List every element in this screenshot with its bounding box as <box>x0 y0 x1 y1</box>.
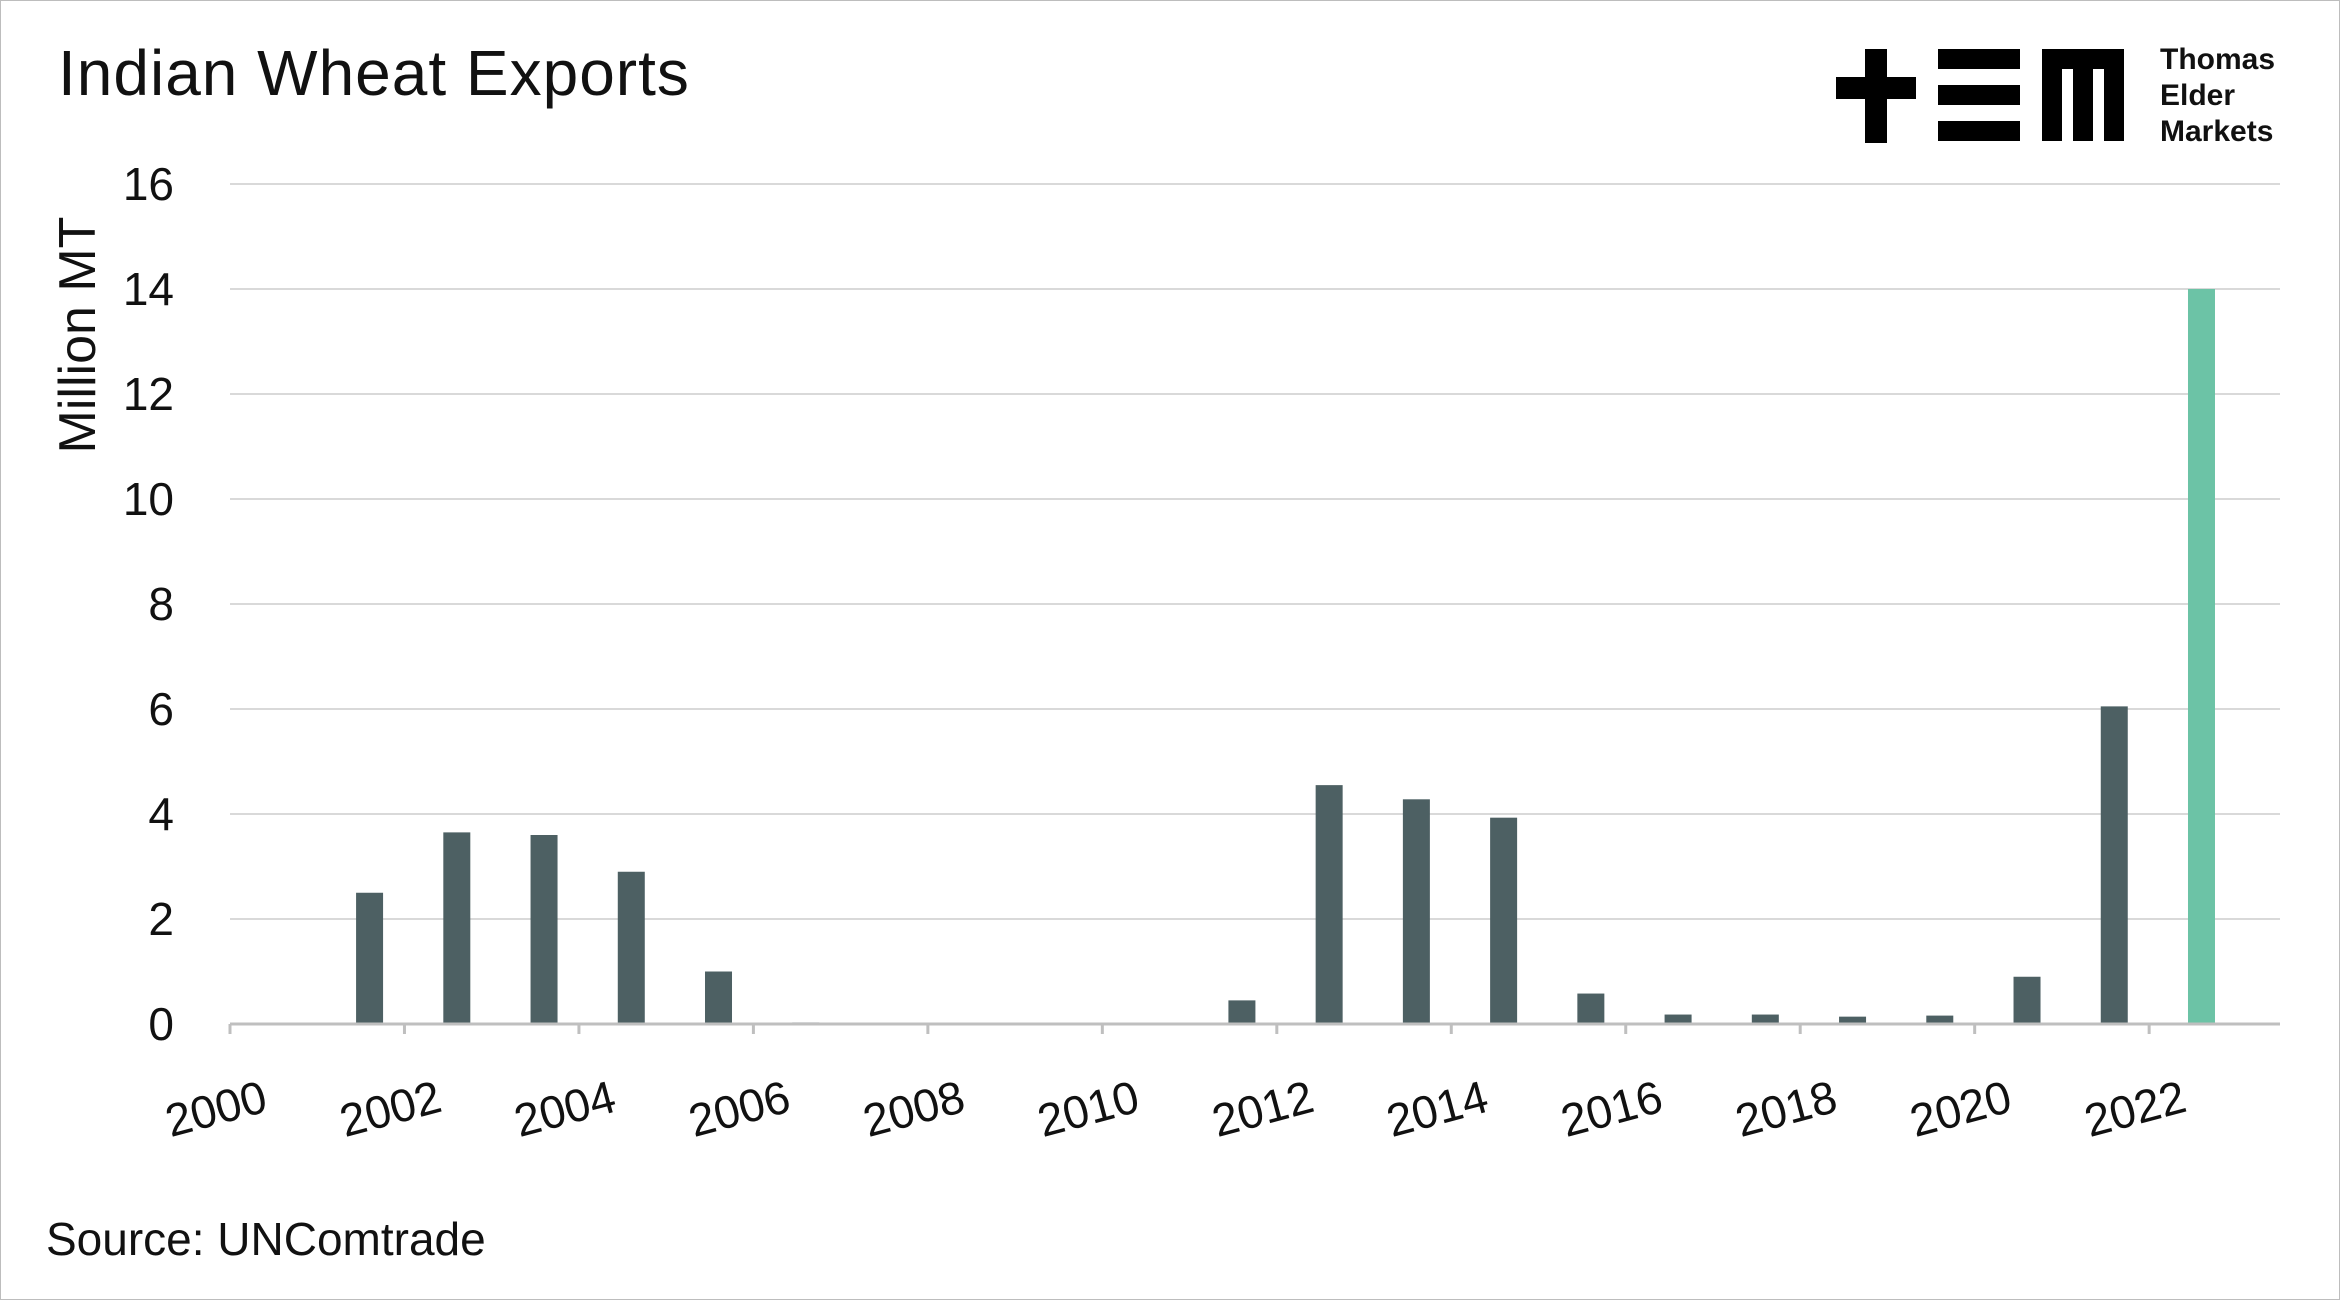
x-tick-label: 2002 <box>334 1070 446 1147</box>
bar-2012 <box>1315 785 1343 1024</box>
bar-2018 <box>1839 1016 1867 1024</box>
bar-2011 <box>1228 1000 1256 1024</box>
x-tick-label: 2014 <box>1381 1070 1493 1147</box>
thomas-elder-markets-logo <box>1836 49 2124 143</box>
y-tick-label: 4 <box>148 788 174 840</box>
gridlines <box>230 183 2280 920</box>
source-note: Source: UNComtrade <box>46 1213 486 1265</box>
y-tick-label: 12 <box>123 368 174 420</box>
logo-wordmark: Thomas Elder Markets <box>2160 42 2275 150</box>
logo-line-2: Elder <box>2160 79 2236 112</box>
y-tick-label: 10 <box>123 473 174 525</box>
x-tick-label: 2012 <box>1207 1070 1319 1147</box>
bar-2017 <box>1751 1014 1779 1024</box>
x-tick-label: 2000 <box>160 1070 272 1147</box>
bar-2001 <box>356 892 384 1024</box>
bar-2021 <box>2100 706 2128 1024</box>
bar-2013 <box>1402 799 1430 1024</box>
x-tick-label: 2022 <box>2079 1070 2191 1147</box>
y-tick-label: 2 <box>148 893 174 945</box>
x-tick-label: 2016 <box>1555 1070 1667 1147</box>
bar-2020 <box>2013 976 2041 1024</box>
bar-2005 <box>705 971 733 1024</box>
bar-2003 <box>530 835 558 1024</box>
y-tick-label: 0 <box>148 998 174 1050</box>
y-tick-label: 6 <box>148 683 174 735</box>
logo-line-3: Markets <box>2160 115 2274 148</box>
bar-2016 <box>1664 1014 1692 1024</box>
x-tick-label: 2004 <box>509 1070 621 1147</box>
x-tick-label: 2010 <box>1032 1070 1144 1147</box>
x-axis <box>228 1022 2280 1034</box>
bar-2004 <box>617 871 645 1024</box>
x-tick-label: 2008 <box>858 1070 970 1147</box>
y-tick-label: 16 <box>123 158 174 210</box>
bar-2015 <box>1577 993 1605 1024</box>
x-tick-label: 2020 <box>1904 1070 2016 1147</box>
y-tick-label: 8 <box>148 578 174 630</box>
y-tick-label: 14 <box>123 263 174 315</box>
chart-title: Indian Wheat Exports <box>58 37 690 109</box>
x-tick-label: 2018 <box>1730 1070 1842 1147</box>
bar-2002 <box>443 832 471 1024</box>
bar-2014 <box>1490 817 1518 1024</box>
bars <box>356 289 2215 1024</box>
bar-2022 <box>2187 289 2215 1024</box>
y-axis-ticks: 0 2 4 6 8 10 12 14 16 <box>123 158 174 1050</box>
bar-2019 <box>1926 1015 1954 1024</box>
logo-line-1: Thomas <box>2160 43 2276 76</box>
y-axis-label: Million MT <box>49 217 107 454</box>
x-axis-ticks: 2000 2002 2004 2006 2008 2010 2012 2014 2016 2018… <box>160 1070 2191 1147</box>
x-tick-label: 2006 <box>683 1070 795 1147</box>
